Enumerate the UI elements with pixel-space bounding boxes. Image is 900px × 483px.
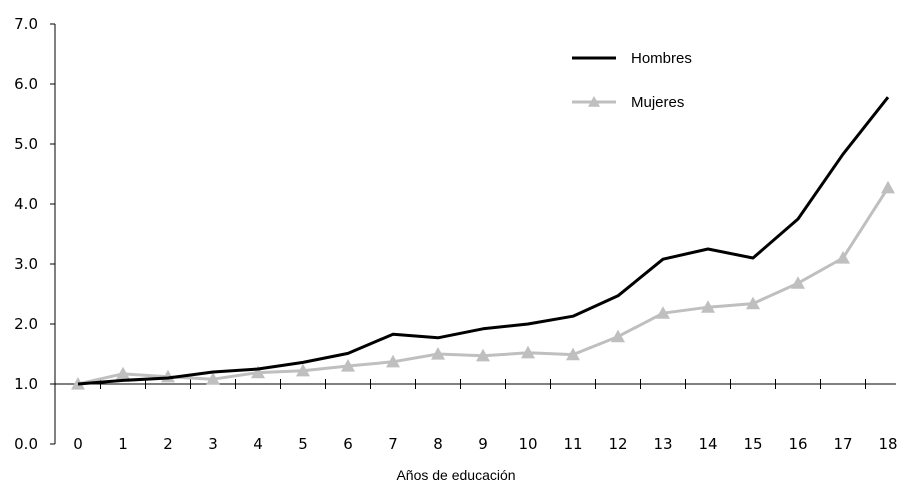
data-point-mujeres bbox=[431, 347, 445, 360]
data-point-mujeres bbox=[476, 348, 490, 362]
legend: Hombres Mujeres bbox=[572, 50, 692, 111]
y-tick-label: 0.0 bbox=[14, 435, 38, 453]
x-tick-label: 5 bbox=[298, 435, 308, 453]
x-tick-label: 8 bbox=[433, 435, 443, 453]
data-point-mujeres bbox=[206, 372, 220, 385]
data-point-mujeres bbox=[341, 359, 355, 372]
data-point-mujeres bbox=[791, 276, 805, 289]
data-point-mujeres bbox=[386, 354, 400, 368]
x-tick-label: 15 bbox=[743, 435, 762, 453]
x-tick-label: 17 bbox=[833, 435, 852, 453]
x-tick-label: 4 bbox=[253, 435, 263, 453]
legend-label: Hombres bbox=[631, 50, 692, 67]
legend-marker-triangle bbox=[588, 96, 600, 107]
x-tick-label: 6 bbox=[343, 435, 353, 453]
x-axis: 0 1 2 3 4 5 6 7 8 9 10 11 12 13 14 15 16 17 18 bbox=[55, 379, 898, 453]
x-tick-label: 10 bbox=[518, 435, 537, 453]
data-point-mujeres bbox=[521, 345, 535, 359]
x-axis-title: Años de educación bbox=[396, 467, 515, 483]
series-hombres bbox=[77, 96, 890, 386]
data-point-mujeres bbox=[116, 366, 130, 380]
y-tick-label: 3.0 bbox=[14, 255, 38, 273]
legend-item-hombres: Hombres bbox=[572, 50, 692, 67]
data-point-mujeres bbox=[566, 347, 580, 361]
y-tick-label: 2.0 bbox=[14, 315, 38, 333]
x-tick-label: 11 bbox=[563, 435, 582, 453]
data-point-mujeres bbox=[836, 251, 850, 264]
legend-label: Mujeres bbox=[631, 94, 684, 111]
data-point-mujeres bbox=[296, 363, 310, 377]
series-layer bbox=[71, 96, 895, 390]
y-tick-label: 5.0 bbox=[14, 135, 38, 153]
x-tick-label: 14 bbox=[698, 435, 717, 453]
x-tick-label: 1 bbox=[118, 435, 128, 453]
y-axis: 0.0 1.0 2.0 3.0 4.0 5.0 6.0 7.0 bbox=[14, 15, 56, 453]
x-tick-label: 2 bbox=[163, 435, 173, 453]
x-tick-label: 16 bbox=[788, 435, 807, 453]
data-point-mujeres bbox=[251, 365, 265, 379]
data-point-mujeres bbox=[881, 180, 895, 194]
x-tick-label: 3 bbox=[208, 435, 218, 453]
y-tick-label: 4.0 bbox=[14, 195, 38, 213]
series-mujeres bbox=[71, 180, 895, 390]
x-tick-label: 7 bbox=[388, 435, 398, 453]
legend-item-mujeres: Mujeres bbox=[572, 94, 684, 111]
y-tick-label: 7.0 bbox=[14, 15, 38, 33]
y-tick-label: 1.0 bbox=[14, 375, 38, 393]
data-point-mujeres bbox=[701, 300, 715, 313]
data-point-mujeres bbox=[656, 306, 670, 319]
x-tick-label: 0 bbox=[73, 435, 83, 453]
y-tick-label: 6.0 bbox=[14, 75, 38, 93]
data-point-mujeres bbox=[746, 296, 760, 310]
x-tick-label: 9 bbox=[478, 435, 488, 453]
x-tick-label: 13 bbox=[653, 435, 672, 453]
series-line-hombres bbox=[77, 96, 890, 386]
data-point-mujeres bbox=[611, 329, 625, 343]
x-tick-label: 12 bbox=[608, 435, 627, 453]
x-tick-label: 18 bbox=[878, 435, 897, 453]
